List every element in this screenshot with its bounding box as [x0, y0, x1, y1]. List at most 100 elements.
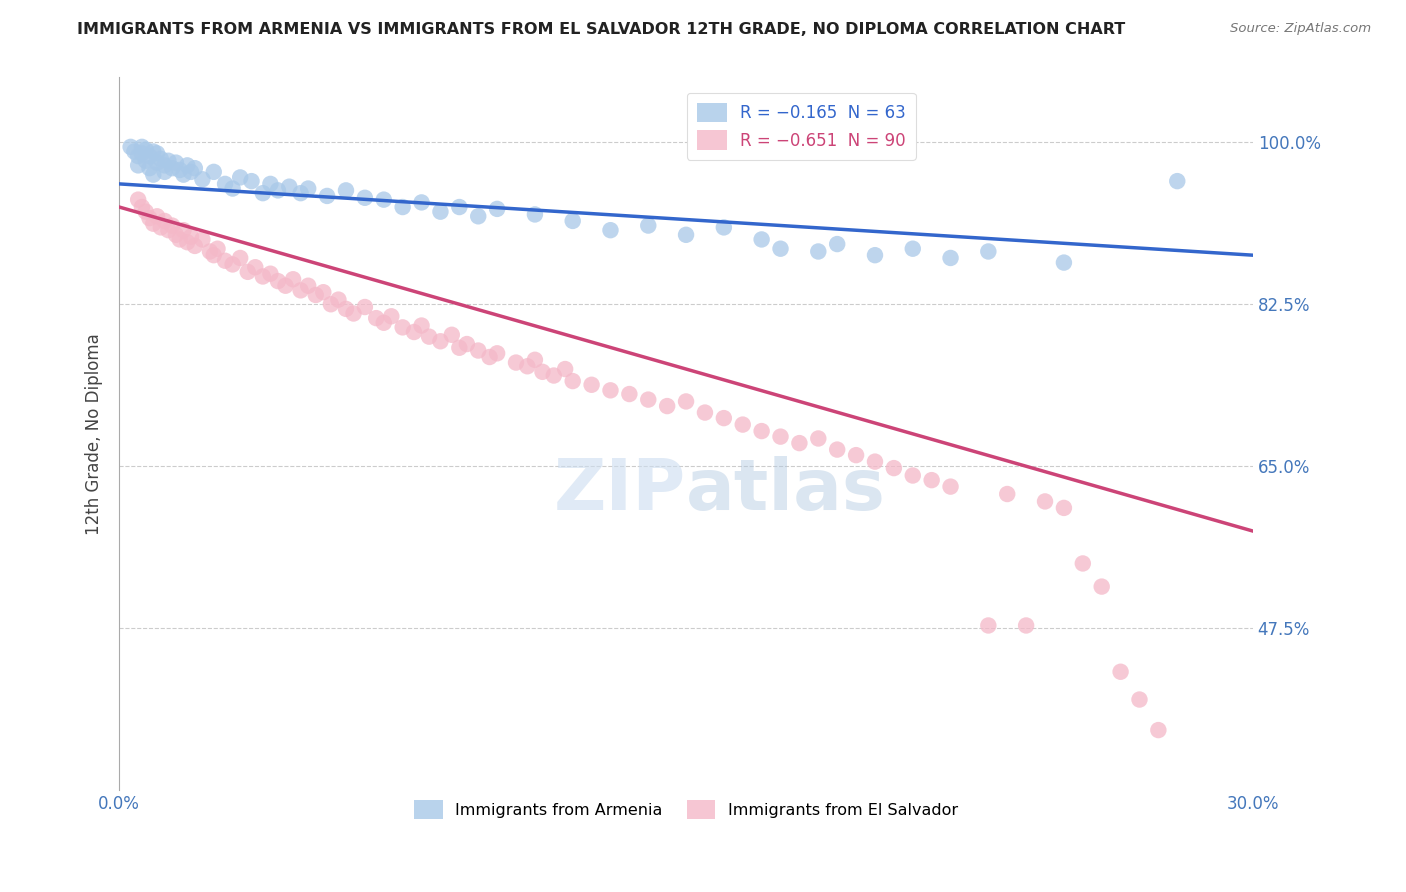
- Point: [135, 204, 157, 219]
- Point: [290, 186, 312, 201]
- Point: [221, 257, 243, 271]
- Point: [165, 155, 187, 169]
- Point: [429, 204, 451, 219]
- Point: [198, 244, 221, 259]
- Point: [135, 143, 157, 157]
- Point: [411, 195, 433, 210]
- Point: [259, 177, 281, 191]
- Point: [146, 155, 169, 169]
- Point: [354, 191, 377, 205]
- Point: [825, 442, 848, 457]
- Point: [127, 193, 149, 207]
- Point: [486, 346, 509, 360]
- Point: [411, 318, 433, 333]
- Point: [543, 368, 565, 383]
- Point: [995, 487, 1018, 501]
- Point: [146, 209, 169, 223]
- Point: [221, 181, 243, 195]
- Point: [1109, 665, 1132, 679]
- Point: [1053, 500, 1076, 515]
- Point: [157, 223, 180, 237]
- Point: [380, 310, 402, 324]
- Point: [901, 242, 924, 256]
- Point: [429, 334, 451, 349]
- Point: [131, 200, 153, 214]
- Point: [127, 158, 149, 172]
- Point: [259, 267, 281, 281]
- Point: [240, 174, 263, 188]
- Point: [252, 186, 274, 201]
- Point: [149, 152, 172, 166]
- Point: [531, 365, 554, 379]
- Point: [267, 274, 290, 288]
- Point: [138, 149, 160, 163]
- Point: [505, 355, 527, 369]
- Point: [561, 214, 583, 228]
- Point: [977, 244, 1000, 259]
- Point: [731, 417, 754, 432]
- Point: [202, 165, 225, 179]
- Point: [366, 311, 388, 326]
- Point: [402, 325, 425, 339]
- Point: [236, 265, 259, 279]
- Point: [807, 432, 830, 446]
- Point: [486, 202, 509, 216]
- Point: [1015, 618, 1038, 632]
- Point: [252, 269, 274, 284]
- Y-axis label: 12th Grade, No Diploma: 12th Grade, No Diploma: [86, 333, 103, 534]
- Point: [142, 145, 165, 159]
- Point: [675, 227, 697, 242]
- Text: Source: ZipAtlas.com: Source: ZipAtlas.com: [1230, 22, 1371, 36]
- Point: [342, 306, 364, 320]
- Point: [1053, 255, 1076, 269]
- Point: [214, 253, 236, 268]
- Point: [297, 181, 319, 195]
- Point: [274, 278, 297, 293]
- Point: [191, 232, 214, 246]
- Point: [138, 211, 160, 226]
- Point: [142, 168, 165, 182]
- Point: [939, 251, 962, 265]
- Point: [229, 251, 252, 265]
- Point: [184, 239, 207, 253]
- Point: [135, 153, 157, 168]
- Point: [1166, 174, 1188, 188]
- Point: [478, 350, 501, 364]
- Point: [1128, 692, 1150, 706]
- Point: [561, 374, 583, 388]
- Point: [127, 149, 149, 163]
- Point: [939, 480, 962, 494]
- Point: [523, 207, 546, 221]
- Point: [165, 227, 187, 242]
- Point: [180, 229, 202, 244]
- Point: [921, 473, 943, 487]
- Point: [901, 468, 924, 483]
- Text: IMMIGRANTS FROM ARMENIA VS IMMIGRANTS FROM EL SALVADOR 12TH GRADE, NO DIPLOMA CO: IMMIGRANTS FROM ARMENIA VS IMMIGRANTS FR…: [77, 22, 1126, 37]
- Text: ZIP: ZIP: [554, 457, 686, 525]
- Point: [391, 320, 413, 334]
- Point: [169, 163, 191, 178]
- Point: [278, 179, 301, 194]
- Point: [769, 242, 792, 256]
- Point: [335, 183, 357, 197]
- Point: [619, 387, 641, 401]
- Point: [173, 223, 195, 237]
- Point: [581, 377, 603, 392]
- Point: [138, 161, 160, 176]
- Point: [312, 285, 335, 300]
- Point: [863, 455, 886, 469]
- Point: [449, 341, 471, 355]
- Point: [449, 200, 471, 214]
- Point: [373, 316, 395, 330]
- Point: [281, 272, 304, 286]
- Point: [713, 220, 735, 235]
- Point: [131, 140, 153, 154]
- Point: [751, 232, 773, 246]
- Point: [160, 219, 183, 233]
- Point: [354, 300, 377, 314]
- Point: [176, 235, 198, 250]
- Point: [863, 248, 886, 262]
- Point: [599, 223, 621, 237]
- Point: [977, 618, 1000, 632]
- Point: [160, 161, 183, 176]
